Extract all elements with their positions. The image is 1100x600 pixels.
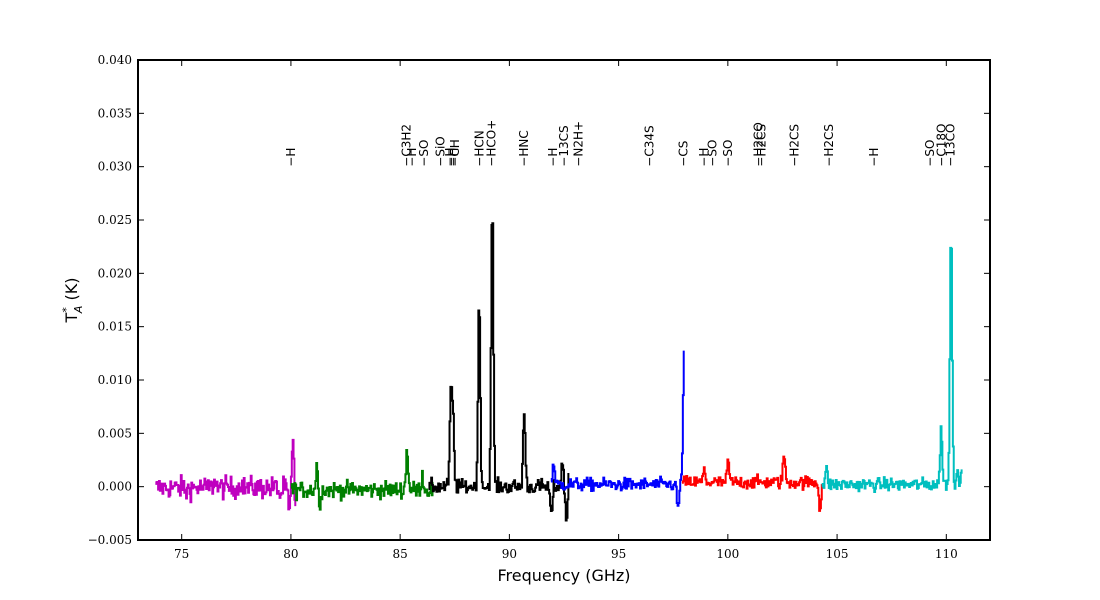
y-tick-label: 0.005 (98, 426, 132, 440)
line-id-label: −HCO+ (485, 120, 499, 167)
x-axis-label: Frequency (GHz) (497, 566, 630, 585)
line-id-label: −13CO (944, 124, 958, 167)
line-id-label: −H (405, 148, 419, 167)
y-tick-label: 0.040 (98, 53, 132, 67)
line-id-label: −SO (706, 140, 720, 167)
line-id-label: −SO (721, 140, 735, 167)
y-axis-label-main: T (62, 312, 81, 323)
line-id-label: −H2CS (755, 124, 769, 167)
line-id-labels: −H −C3H2−H−SO −SiO−H−H−H−CH −HCN−HCO+ −HNC −H… (284, 120, 958, 167)
line-id-label: −CH (448, 139, 462, 166)
x-tick-label: 85 (393, 547, 408, 561)
line-id-label: −H (445, 148, 459, 167)
spectrum-series-6 (821, 246, 963, 494)
spectrum-series-1 (155, 438, 297, 511)
x-tick-label: 90 (502, 547, 517, 561)
y-axis-label-sub: A (72, 306, 85, 315)
spectrum-series-2 (290, 448, 434, 511)
y-tick-label: 0.000 (98, 480, 132, 494)
plot-frame (137, 59, 991, 541)
y-tick-label: 0.020 (98, 266, 132, 280)
series-layer (155, 222, 963, 522)
spectrum-series-3 (428, 222, 570, 522)
line-id-label: −H (443, 148, 457, 167)
spectrum-series-5 (681, 455, 823, 512)
line-id-label: −H2CS (787, 124, 801, 167)
line-id-label: −H2CS (822, 124, 836, 167)
y-axis-label: T*A (K) (60, 278, 85, 324)
line-id-label: −CS (677, 141, 691, 167)
x-tick-label: 105 (826, 547, 849, 561)
y-tick-label: 0.015 (98, 320, 132, 334)
line-id-label: −H2CO (751, 122, 765, 167)
line-id-label: −H (867, 148, 881, 167)
line-id-label: −C18O (935, 124, 949, 167)
line-id-label: −H (447, 148, 461, 167)
axis-ticks: 75 80 85 90 95 100 105 110 −0.005 0.000 0.005 0.010… (88, 53, 990, 561)
line-id-label: −13CS (557, 125, 571, 166)
line-id-label: −H (546, 148, 560, 167)
line-id-label: −H (697, 148, 711, 167)
x-tick-label: 80 (283, 547, 298, 561)
line-id-label: −C3H2 (400, 124, 414, 167)
line-id-label: −SiO (434, 136, 448, 166)
y-tick-label: −0.005 (88, 533, 132, 547)
x-tick-label: 95 (611, 547, 626, 561)
line-id-label: −C34S (642, 125, 656, 166)
line-id-label: −N2H+ (572, 121, 586, 167)
line-id-label: −H (284, 148, 298, 167)
y-tick-label: 0.030 (98, 160, 132, 174)
y-tick-label: 0.025 (98, 213, 132, 227)
line-id-label: −SO (923, 140, 937, 167)
line-id-label: −HCN (473, 130, 487, 166)
x-tick-label: 100 (716, 547, 739, 561)
x-tick-label: 110 (935, 547, 958, 561)
spectrum-series-4 (550, 350, 685, 507)
y-tick-label: 0.010 (98, 373, 132, 387)
y-tick-label: 0.035 (98, 106, 132, 120)
line-id-label: −SO (417, 140, 431, 167)
y-axis-label-sup: * (60, 307, 73, 313)
x-tick-label: 75 (174, 547, 189, 561)
line-id-label: −HNC (517, 130, 531, 166)
y-axis-label-unit: (K) (62, 278, 81, 306)
